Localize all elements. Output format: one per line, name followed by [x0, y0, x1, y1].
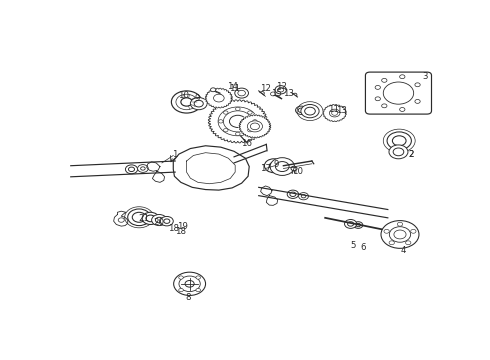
Circle shape [196, 276, 200, 279]
Circle shape [223, 111, 228, 114]
Text: 15: 15 [271, 89, 282, 98]
Text: 5: 5 [350, 240, 356, 249]
Circle shape [247, 129, 252, 132]
Circle shape [179, 276, 183, 279]
Circle shape [291, 166, 297, 171]
Circle shape [389, 145, 408, 159]
Circle shape [415, 99, 420, 103]
Text: 3: 3 [422, 72, 428, 81]
Polygon shape [323, 104, 346, 122]
Text: 21: 21 [139, 214, 149, 223]
Text: 10: 10 [292, 167, 303, 176]
Circle shape [236, 107, 240, 111]
Text: 6: 6 [361, 243, 367, 252]
Circle shape [219, 120, 223, 123]
Polygon shape [208, 100, 268, 143]
Text: 9: 9 [195, 94, 200, 103]
Text: 13: 13 [336, 106, 347, 115]
Text: 10: 10 [178, 91, 189, 100]
Circle shape [214, 94, 224, 102]
Circle shape [185, 280, 194, 287]
Circle shape [298, 193, 309, 200]
Circle shape [142, 212, 159, 225]
Circle shape [160, 216, 173, 226]
Text: 1: 1 [172, 150, 178, 158]
Text: 13: 13 [283, 89, 294, 98]
Circle shape [382, 78, 387, 82]
Text: 11: 11 [228, 84, 240, 93]
Text: 19: 19 [176, 222, 188, 231]
Polygon shape [205, 88, 232, 108]
Circle shape [329, 109, 340, 117]
Circle shape [270, 158, 294, 175]
Circle shape [389, 241, 394, 245]
Circle shape [411, 229, 416, 233]
Text: 4: 4 [400, 246, 406, 255]
Circle shape [247, 121, 263, 132]
Text: 8: 8 [186, 293, 191, 302]
Circle shape [173, 272, 206, 296]
Circle shape [151, 215, 167, 226]
Circle shape [229, 115, 246, 127]
Circle shape [223, 129, 228, 132]
Circle shape [265, 159, 283, 173]
Circle shape [301, 104, 319, 118]
Text: 7: 7 [290, 167, 295, 176]
Circle shape [400, 108, 405, 111]
Circle shape [211, 88, 216, 92]
Circle shape [125, 165, 138, 174]
Circle shape [344, 220, 357, 228]
Text: 18: 18 [168, 224, 179, 233]
Circle shape [253, 120, 257, 123]
Circle shape [235, 88, 248, 98]
Circle shape [375, 85, 380, 89]
Circle shape [196, 288, 200, 292]
Text: 14: 14 [227, 82, 239, 91]
Text: 12: 12 [276, 82, 287, 91]
Text: 9: 9 [273, 160, 278, 169]
Text: 11: 11 [328, 105, 340, 114]
Circle shape [397, 222, 403, 226]
Circle shape [287, 190, 298, 198]
Polygon shape [173, 146, 249, 190]
FancyBboxPatch shape [366, 72, 432, 114]
Circle shape [275, 86, 287, 94]
Circle shape [218, 107, 258, 136]
Text: 17: 17 [260, 164, 271, 173]
Circle shape [384, 229, 389, 233]
Text: 20: 20 [154, 218, 165, 227]
Text: 2: 2 [408, 150, 414, 158]
Text: 16: 16 [241, 139, 252, 148]
Circle shape [236, 132, 240, 135]
Circle shape [138, 165, 148, 172]
Circle shape [118, 218, 124, 222]
Circle shape [390, 227, 411, 242]
Circle shape [406, 241, 411, 245]
Circle shape [415, 83, 420, 87]
Circle shape [382, 104, 387, 108]
Circle shape [387, 132, 412, 150]
Polygon shape [239, 115, 271, 138]
Circle shape [270, 92, 276, 96]
Circle shape [400, 75, 405, 78]
Circle shape [295, 106, 307, 114]
Circle shape [247, 111, 252, 114]
Circle shape [354, 222, 363, 228]
Text: 12: 12 [260, 85, 271, 94]
Circle shape [381, 221, 419, 248]
Circle shape [172, 91, 202, 113]
Text: 2: 2 [408, 150, 414, 158]
Circle shape [190, 98, 207, 110]
Text: 18: 18 [175, 227, 186, 236]
Circle shape [375, 97, 380, 101]
Circle shape [128, 209, 150, 226]
Circle shape [179, 288, 183, 292]
